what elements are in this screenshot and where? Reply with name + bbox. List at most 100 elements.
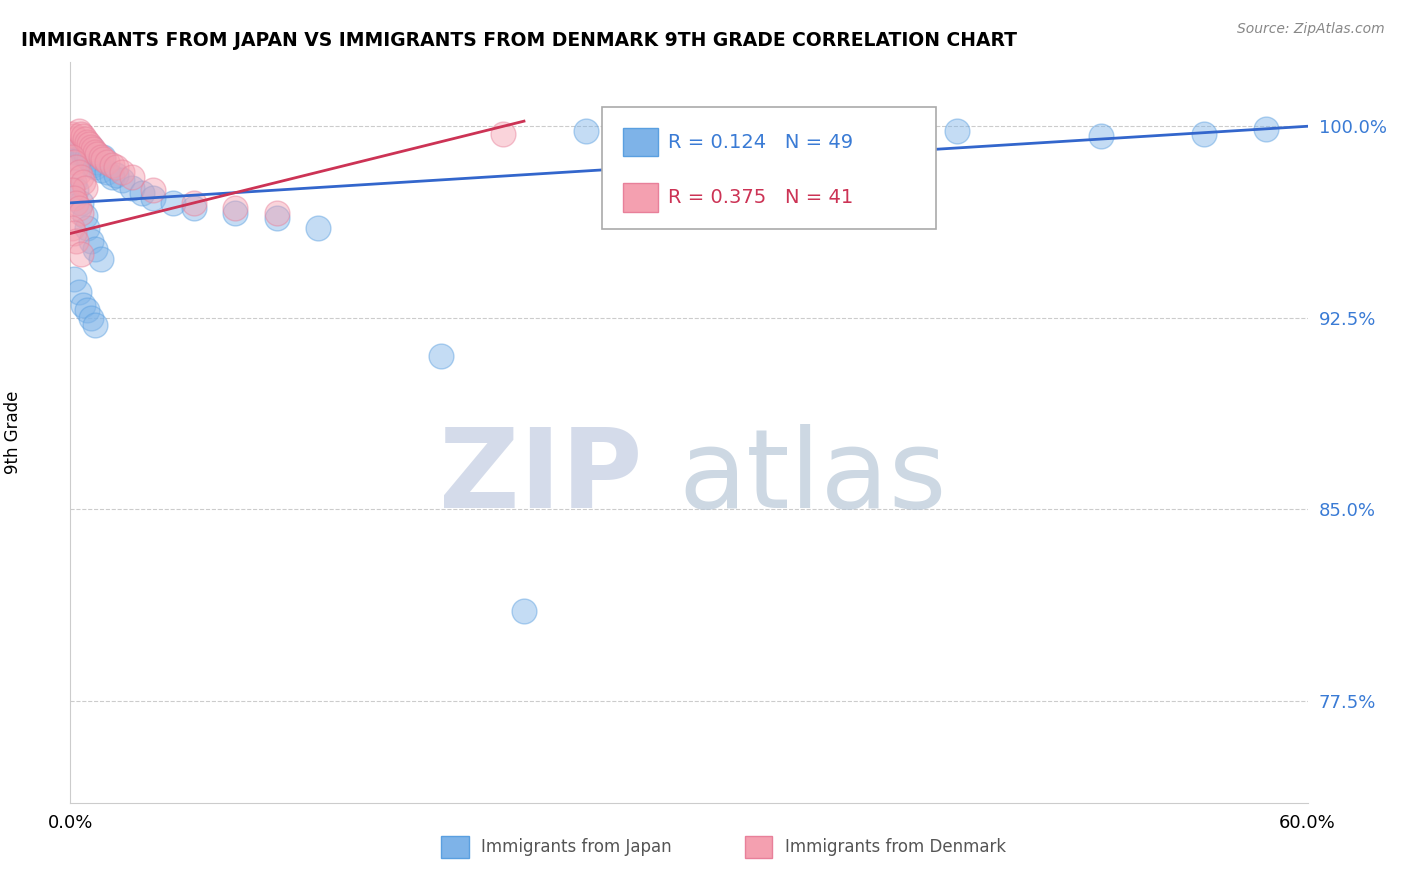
Point [86, 147, 108, 161]
Point [63, 129, 86, 144]
Point [84, 242, 107, 256]
Point [69, 247, 91, 261]
Point [1194, 127, 1216, 141]
Point [183, 195, 205, 210]
Point [67, 201, 90, 215]
Point [104, 160, 127, 174]
Point [183, 201, 205, 215]
Bar [623, 184, 658, 211]
Point [266, 206, 288, 220]
Point [60, 221, 83, 235]
Point [73, 180, 96, 194]
Point [1090, 129, 1112, 144]
Point [96, 165, 118, 179]
Point [492, 127, 515, 141]
Point [84, 145, 107, 159]
Point [65, 195, 87, 210]
FancyBboxPatch shape [602, 107, 936, 229]
Point [63, 176, 86, 190]
Point [111, 165, 134, 179]
Text: IMMIGRANTS FROM JAPAN VS IMMIGRANTS FROM DENMARK 9TH GRADE CORRELATION CHART: IMMIGRANTS FROM JAPAN VS IMMIGRANTS FROM… [21, 31, 1017, 50]
Point [65, 150, 87, 164]
Point [100, 170, 122, 185]
Point [86, 155, 108, 169]
Bar [745, 836, 772, 858]
Point [121, 180, 143, 194]
Point [82, 142, 104, 156]
Point [63, 155, 86, 169]
Point [678, 127, 700, 141]
Point [67, 139, 90, 153]
Point [63, 227, 86, 241]
Point [946, 124, 969, 138]
Point [73, 145, 96, 159]
Point [65, 160, 87, 174]
Text: Immigrants from Japan: Immigrants from Japan [481, 838, 672, 856]
Point [65, 234, 87, 248]
Point [111, 173, 134, 187]
Point [72, 129, 94, 144]
Point [100, 157, 122, 171]
Point [60, 183, 83, 197]
Point [76, 135, 98, 149]
Point [67, 124, 90, 138]
Point [67, 165, 90, 179]
Point [91, 150, 114, 164]
Text: R = 0.375   N = 41: R = 0.375 N = 41 [668, 188, 853, 207]
Point [513, 604, 536, 618]
Text: atlas: atlas [679, 424, 946, 531]
Point [307, 221, 329, 235]
Point [224, 206, 246, 220]
Point [77, 137, 100, 152]
Point [77, 153, 100, 167]
Point [76, 221, 98, 235]
Bar [623, 128, 658, 156]
Point [224, 201, 246, 215]
Point [142, 191, 165, 205]
Point [69, 127, 91, 141]
Point [90, 162, 112, 177]
Point [73, 209, 96, 223]
Point [80, 310, 103, 325]
Point [430, 349, 453, 363]
Point [104, 168, 127, 182]
Point [65, 132, 87, 146]
Point [65, 183, 87, 197]
Point [69, 170, 91, 185]
Point [60, 150, 83, 164]
Point [69, 206, 91, 220]
Point [91, 153, 114, 167]
Point [76, 150, 98, 164]
Point [73, 132, 96, 146]
Point [69, 195, 91, 210]
Point [69, 142, 91, 156]
Point [60, 127, 83, 141]
Point [1256, 121, 1278, 136]
Point [80, 234, 103, 248]
Point [96, 155, 118, 169]
Point [266, 211, 288, 226]
Point [823, 121, 845, 136]
Point [80, 139, 103, 153]
Point [142, 183, 165, 197]
Point [121, 170, 143, 185]
Point [76, 303, 98, 318]
Y-axis label: 9th Grade: 9th Grade [4, 391, 21, 475]
Point [67, 285, 90, 300]
Text: R = 0.124   N = 49: R = 0.124 N = 49 [668, 133, 853, 152]
Text: Source: ZipAtlas.com: Source: ZipAtlas.com [1237, 22, 1385, 37]
Point [575, 124, 598, 138]
Point [90, 150, 112, 164]
Point [72, 147, 94, 161]
Point [72, 176, 94, 190]
Point [63, 191, 86, 205]
Point [162, 195, 184, 210]
Point [90, 252, 112, 266]
Point [131, 186, 153, 200]
Point [84, 160, 107, 174]
Text: Immigrants from Denmark: Immigrants from Denmark [786, 838, 1007, 856]
Point [82, 157, 104, 171]
Point [80, 139, 103, 153]
Bar [441, 836, 468, 858]
Text: ZIP: ZIP [439, 424, 643, 531]
